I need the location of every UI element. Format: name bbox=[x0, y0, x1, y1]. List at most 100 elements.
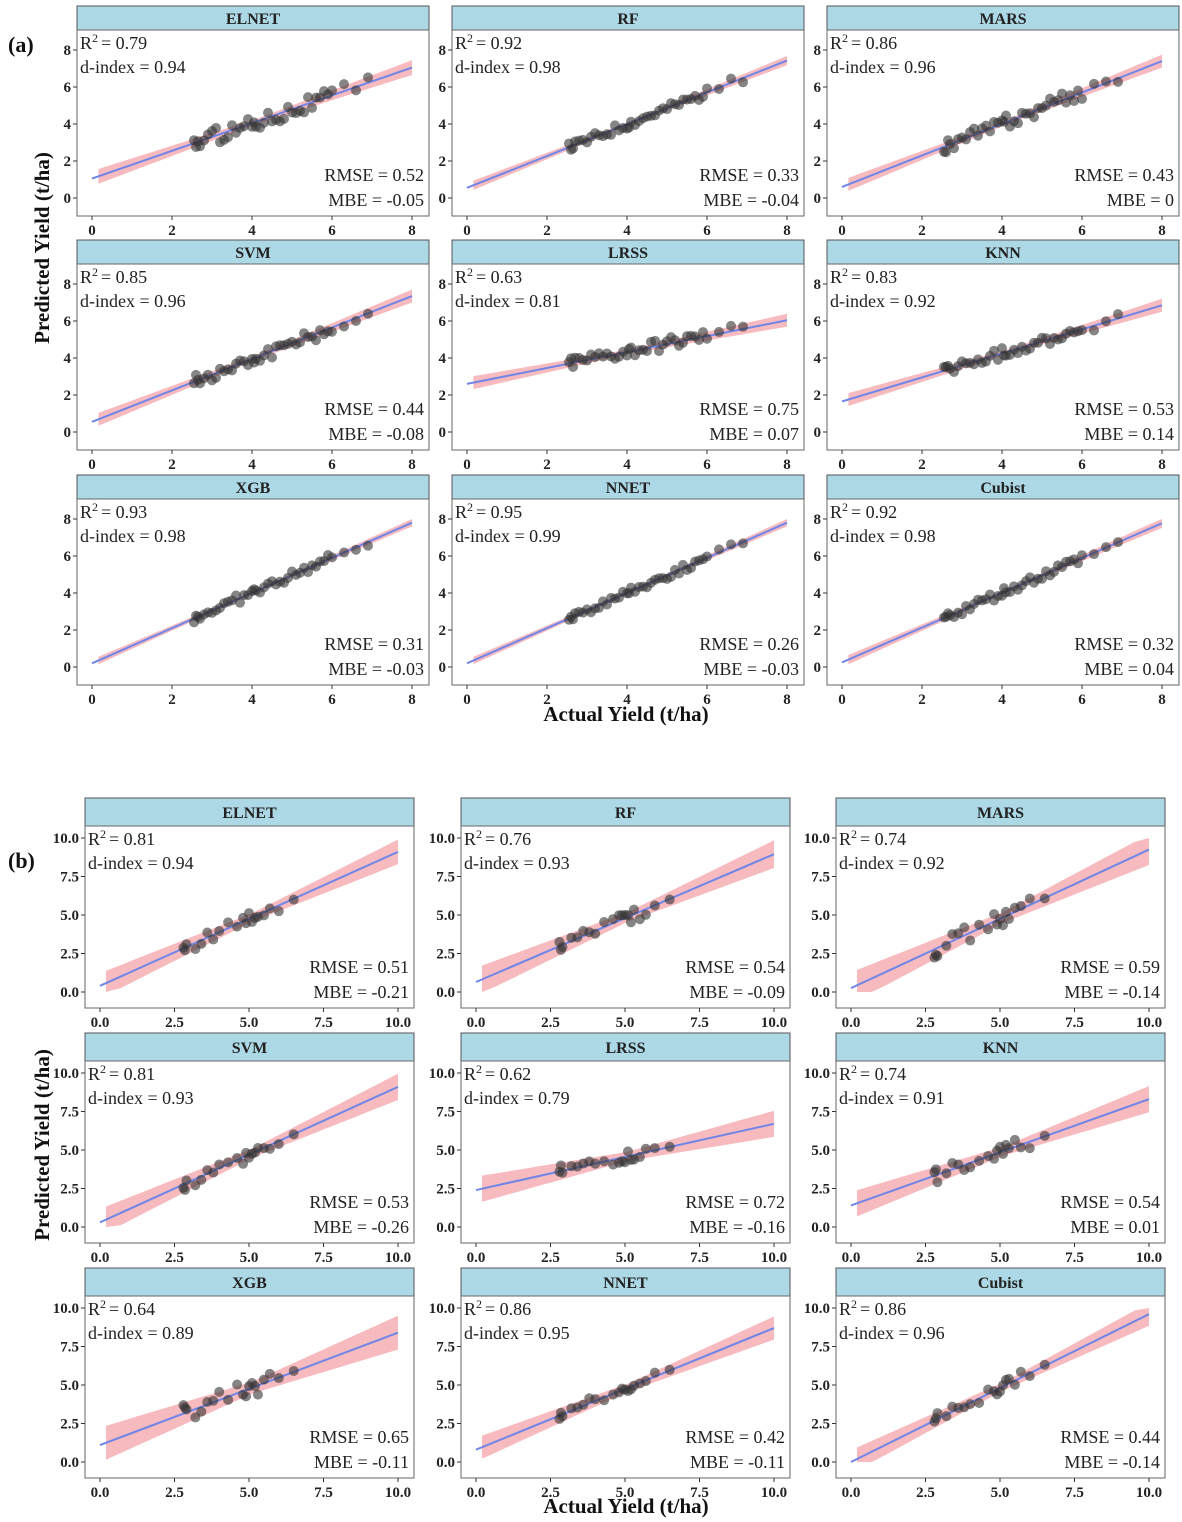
x-tick-label: 2 bbox=[543, 692, 551, 708]
y-tick-label: 10.0 bbox=[429, 1066, 455, 1082]
r2-number: = 0.85 bbox=[101, 267, 147, 287]
data-point bbox=[1113, 76, 1123, 87]
mbe-value: MBE = -0.04 bbox=[703, 190, 799, 210]
x-tick-label: 2.5 bbox=[541, 1250, 560, 1266]
data-point bbox=[983, 924, 994, 935]
r2-value: R2 = 0.86 bbox=[464, 1297, 531, 1319]
r2-symbol: R bbox=[80, 267, 92, 287]
data-point bbox=[1101, 542, 1111, 553]
panel-nnet: NNET 0.0 0.0 2.5 2.5 5.0 5.0 7.5 7.5 10.0 10.0 R2 = … bbox=[429, 1267, 791, 1501]
data-point bbox=[264, 1368, 275, 1379]
r2-superscript: 2 bbox=[92, 31, 98, 45]
x-tick-label: 10.0 bbox=[1136, 1015, 1162, 1031]
data-point bbox=[941, 1168, 952, 1179]
x-tick-label: 2 bbox=[918, 692, 926, 708]
rmse-value: RMSE = 0.53 bbox=[309, 1192, 409, 1212]
data-point bbox=[1013, 118, 1023, 129]
r2-value: R2 = 0.92 bbox=[455, 31, 522, 53]
panel-title: RF bbox=[615, 805, 637, 822]
data-point bbox=[1039, 893, 1050, 904]
x-tick-label: 6 bbox=[1078, 457, 1086, 473]
data-point bbox=[959, 922, 970, 933]
data-point bbox=[339, 321, 349, 332]
data-point bbox=[351, 85, 361, 96]
data-point bbox=[339, 547, 349, 558]
data-point bbox=[363, 72, 373, 83]
data-point bbox=[702, 333, 712, 344]
data-point bbox=[1077, 550, 1087, 561]
data-point bbox=[1039, 1359, 1050, 1370]
data-point bbox=[590, 1158, 601, 1169]
y-tick-label: 2 bbox=[439, 623, 447, 639]
x-tick-label: 4 bbox=[248, 223, 256, 239]
data-point bbox=[363, 308, 373, 319]
x-tick-label: 6 bbox=[328, 457, 336, 473]
r2-superscript: 2 bbox=[467, 265, 473, 279]
panel-title: XGB bbox=[232, 1275, 267, 1292]
data-point bbox=[273, 1139, 284, 1150]
y-tick-label: 4 bbox=[439, 117, 447, 133]
data-point bbox=[303, 92, 313, 103]
r2-symbol: R bbox=[80, 33, 92, 53]
rmse-value: RMSE = 0.54 bbox=[685, 957, 785, 977]
y-tick-label: 8 bbox=[439, 512, 447, 528]
y-tick-label: 5.0 bbox=[60, 1378, 79, 1394]
y-tick-label: 10.0 bbox=[53, 831, 79, 847]
data-point bbox=[640, 909, 651, 920]
data-point bbox=[223, 1394, 234, 1405]
x-tick-label: 0 bbox=[838, 692, 846, 708]
r2-number: = 0.92 bbox=[851, 502, 897, 522]
y-tick-label: 2.5 bbox=[436, 1182, 455, 1198]
data-point bbox=[930, 1164, 941, 1175]
r2-symbol: R bbox=[455, 267, 467, 287]
r2-value: R2 = 0.79 bbox=[80, 31, 147, 53]
r2-superscript: 2 bbox=[851, 1062, 857, 1076]
data-point bbox=[1015, 1142, 1026, 1153]
data-point bbox=[965, 1162, 976, 1173]
r2-value: R2 = 0.85 bbox=[80, 265, 147, 287]
x-tick-label: 7.5 bbox=[314, 1250, 333, 1266]
x-tick-label: 2.5 bbox=[165, 1015, 184, 1031]
x-tick-label: 10.0 bbox=[385, 1485, 411, 1501]
panel-mars: MARS 0.0 0.0 2.5 2.5 5.0 5.0 7.5 7.5 10.0 10.0 R2 = … bbox=[804, 797, 1166, 1031]
y-tick-label: 4 bbox=[64, 586, 72, 602]
data-point bbox=[1073, 558, 1083, 569]
y-tick-label: 4 bbox=[439, 351, 447, 367]
data-point bbox=[327, 552, 337, 563]
y-tick-label: 7.5 bbox=[436, 1105, 455, 1121]
y-tick-label: 0 bbox=[814, 191, 822, 207]
x-tick-label: 10.0 bbox=[761, 1250, 787, 1266]
data-point bbox=[232, 921, 243, 932]
panel-strip bbox=[460, 797, 791, 827]
data-point bbox=[932, 1177, 943, 1188]
mbe-value: MBE = -0.14 bbox=[1064, 1452, 1160, 1472]
d-index-value: d-index = 0.81 bbox=[455, 291, 561, 311]
data-point bbox=[273, 906, 284, 917]
data-point bbox=[738, 77, 748, 88]
d-index-value: d-index = 0.79 bbox=[464, 1088, 570, 1108]
data-point bbox=[351, 544, 361, 555]
y-tick-label: 2 bbox=[64, 388, 72, 404]
x-tick-label: 0 bbox=[88, 457, 96, 473]
x-tick-label: 4 bbox=[248, 692, 256, 708]
y-tick-label: 2.5 bbox=[436, 947, 455, 963]
panel-strip bbox=[84, 797, 415, 827]
data-point bbox=[279, 113, 289, 124]
data-point bbox=[211, 372, 221, 383]
mbe-value: MBE = 0.01 bbox=[1070, 1217, 1160, 1237]
y-tick-label: 2.5 bbox=[811, 1417, 830, 1433]
r2-symbol: R bbox=[839, 1064, 851, 1084]
data-point bbox=[640, 1376, 651, 1387]
y-tick-label: 5.0 bbox=[811, 1378, 830, 1394]
d-index-value: d-index = 0.98 bbox=[830, 526, 936, 546]
x-tick-label: 8 bbox=[1158, 457, 1166, 473]
y-tick-label: 8 bbox=[439, 43, 447, 59]
data-point bbox=[263, 107, 273, 118]
x-tick-label: 5.0 bbox=[616, 1015, 635, 1031]
data-point bbox=[181, 1404, 192, 1415]
data-point bbox=[1003, 914, 1014, 925]
r2-number: = 0.63 bbox=[476, 267, 522, 287]
